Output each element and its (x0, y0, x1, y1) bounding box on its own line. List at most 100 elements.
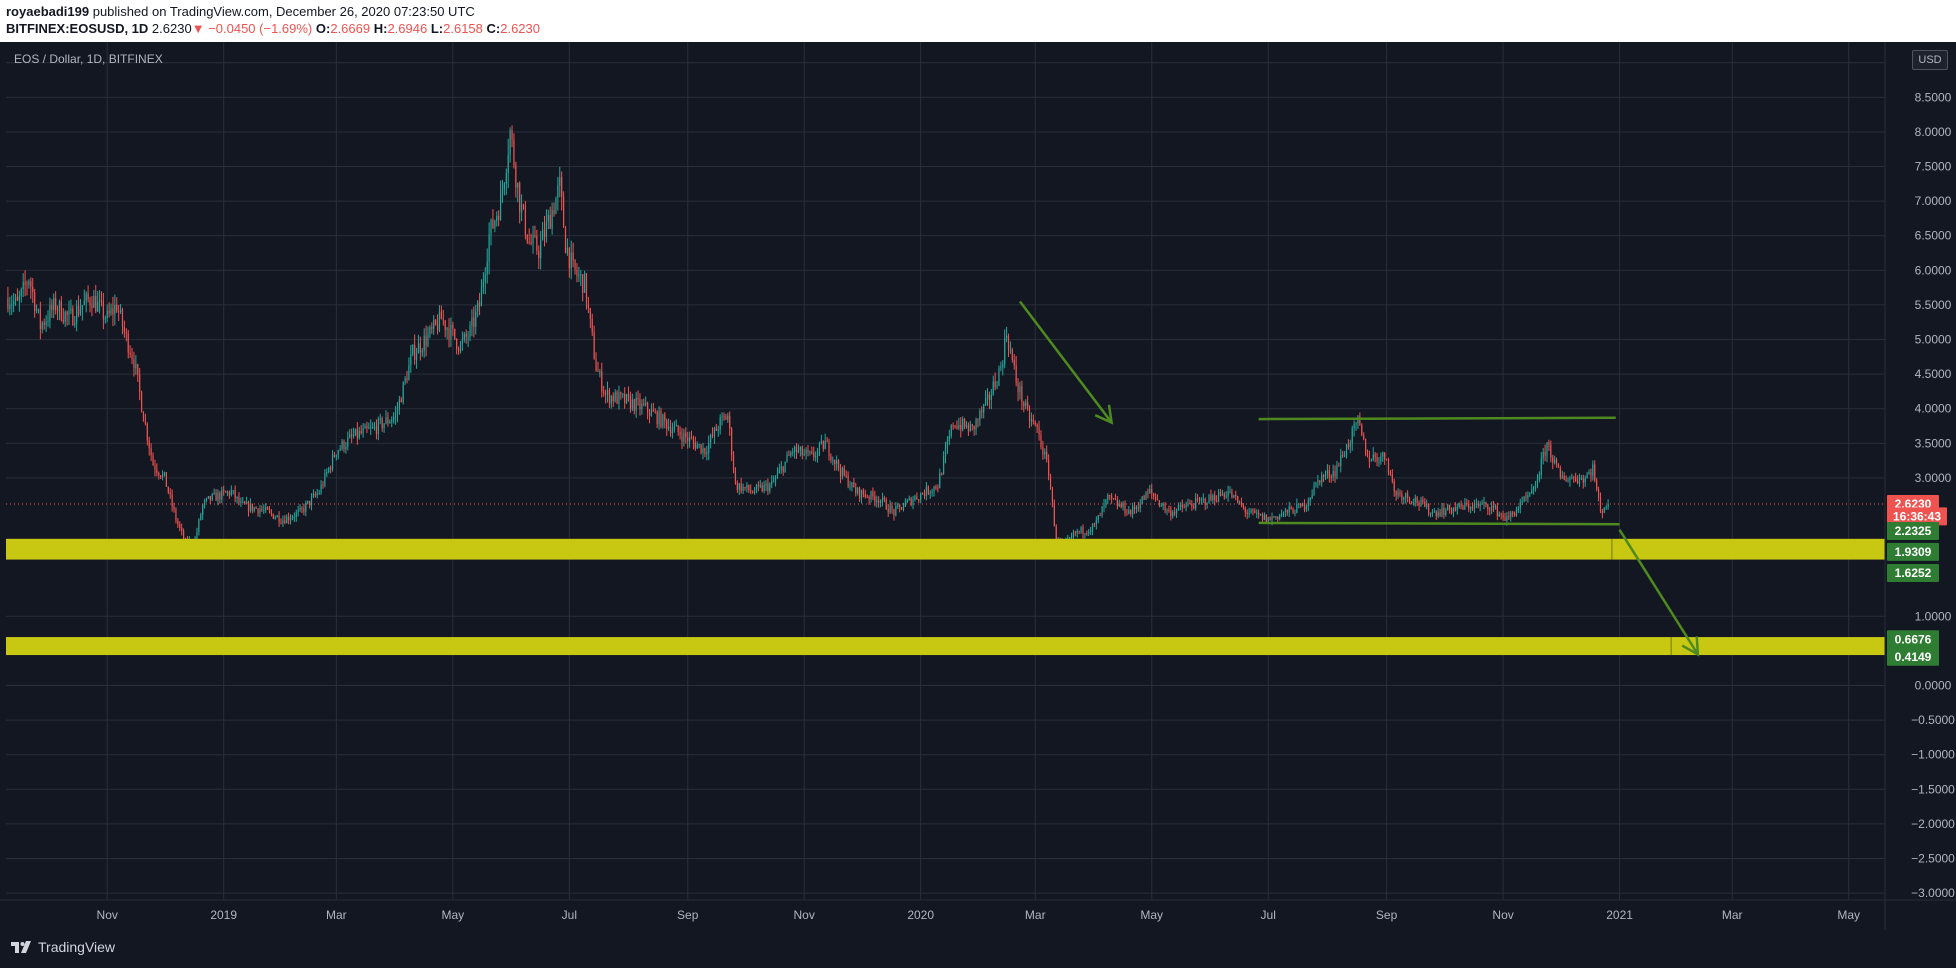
candle-body (1036, 424, 1038, 428)
candle-body (990, 394, 992, 401)
candle-body (457, 348, 460, 351)
candle-body (436, 323, 439, 331)
candle-body (727, 415, 729, 420)
candle-body (1343, 455, 1346, 457)
candle-body (1342, 455, 1344, 457)
candle-body (809, 451, 811, 453)
candle-body (1137, 507, 1139, 509)
candle-body (1292, 508, 1294, 514)
candle-body (160, 475, 162, 478)
candle-body (498, 216, 500, 220)
candle-body (1361, 425, 1363, 436)
trend-line[interactable] (1258, 416, 1616, 421)
candle-body (946, 441, 949, 449)
candle-body (1559, 467, 1561, 477)
candle-body (30, 281, 32, 287)
y-tick-label: 8.5000 (1915, 90, 1952, 104)
candle-body (448, 328, 450, 340)
candle-body (499, 192, 502, 220)
grid-lines (6, 42, 1885, 900)
candle-body (410, 354, 412, 365)
high-label: H: (373, 21, 388, 36)
candle-body (1376, 457, 1378, 462)
candle-body (1538, 475, 1540, 480)
candle-body (1569, 478, 1571, 481)
candle-body (35, 309, 38, 311)
candle-body (358, 431, 360, 438)
candle-body (1107, 494, 1109, 500)
candle-body (965, 425, 968, 428)
candle-body (515, 165, 517, 188)
arrow-line[interactable] (1018, 300, 1113, 424)
candle-body (1004, 338, 1006, 365)
candle-body (780, 466, 782, 470)
brand-name: TradingView (38, 939, 116, 955)
tradingview-brand[interactable]: TradingView (10, 939, 115, 955)
candle-body (1374, 454, 1376, 458)
candle-body (1259, 514, 1262, 516)
y-tick-label: −1.5000 (1911, 782, 1955, 796)
candle-body (1177, 505, 1180, 510)
candle-body (1603, 507, 1605, 513)
support-zone[interactable] (6, 538, 1885, 560)
candle-body (1542, 451, 1544, 459)
candle-body (797, 450, 800, 453)
candle-body (1147, 492, 1149, 494)
candle-body (1246, 512, 1248, 514)
candle-body (205, 498, 208, 501)
candle-body (1244, 507, 1246, 513)
y-tick-label: 6.5000 (1915, 229, 1952, 243)
candle-body (429, 327, 431, 335)
candle-body (704, 448, 706, 455)
candle-body (112, 308, 114, 315)
candle-body (1599, 497, 1602, 512)
candle-body (417, 343, 420, 354)
candle-body (1435, 511, 1437, 517)
candle-body (729, 415, 731, 429)
candle-body (626, 394, 628, 403)
candle-body (152, 455, 154, 466)
trend-line[interactable] (1258, 521, 1620, 526)
chart-area[interactable]: 98.50008.00007.50007.00006.50006.00005.5… (0, 42, 1956, 930)
candle-body (1252, 509, 1254, 511)
candle-body (224, 491, 227, 493)
candle-body (118, 311, 120, 313)
candle-body (1321, 474, 1323, 483)
author-name[interactable]: royaebadi199 (6, 4, 90, 19)
currency-button[interactable]: USD (1912, 50, 1948, 70)
down-arrow-icon: ▼ (191, 21, 205, 36)
candle-body (1351, 428, 1353, 444)
candle-body (219, 492, 221, 500)
candle-body (301, 507, 303, 509)
candle-body (908, 498, 910, 500)
support-zone[interactable] (6, 637, 1885, 656)
candle-body (1019, 386, 1021, 393)
candle-body (1473, 503, 1476, 509)
arrow-line[interactable] (1618, 529, 1699, 656)
candle-body (1017, 382, 1019, 393)
candle-body (379, 418, 381, 420)
candle-body (1391, 474, 1393, 482)
candle-body (341, 441, 343, 449)
candle-body (1502, 514, 1504, 518)
candle-body (1534, 486, 1537, 488)
candle-body (1422, 499, 1424, 503)
candle-body (572, 252, 574, 260)
candle-body (415, 353, 418, 360)
candle-body (91, 305, 93, 308)
candle-body (866, 496, 868, 498)
x-tick-label: May (1140, 908, 1163, 922)
candle-body (249, 503, 252, 512)
candle-body (969, 424, 971, 432)
candle-body (553, 209, 555, 214)
candle-body (912, 499, 914, 505)
candle-body (419, 343, 421, 353)
candle-body (711, 435, 714, 437)
candle-body (979, 410, 981, 420)
price-chart[interactable]: 98.50008.00007.50007.00006.50006.00005.5… (0, 42, 1956, 930)
candle-body (1002, 364, 1004, 367)
candle-body (446, 328, 448, 331)
candle-body (591, 318, 593, 333)
candle-body (1082, 527, 1084, 535)
candle-body (816, 449, 819, 457)
